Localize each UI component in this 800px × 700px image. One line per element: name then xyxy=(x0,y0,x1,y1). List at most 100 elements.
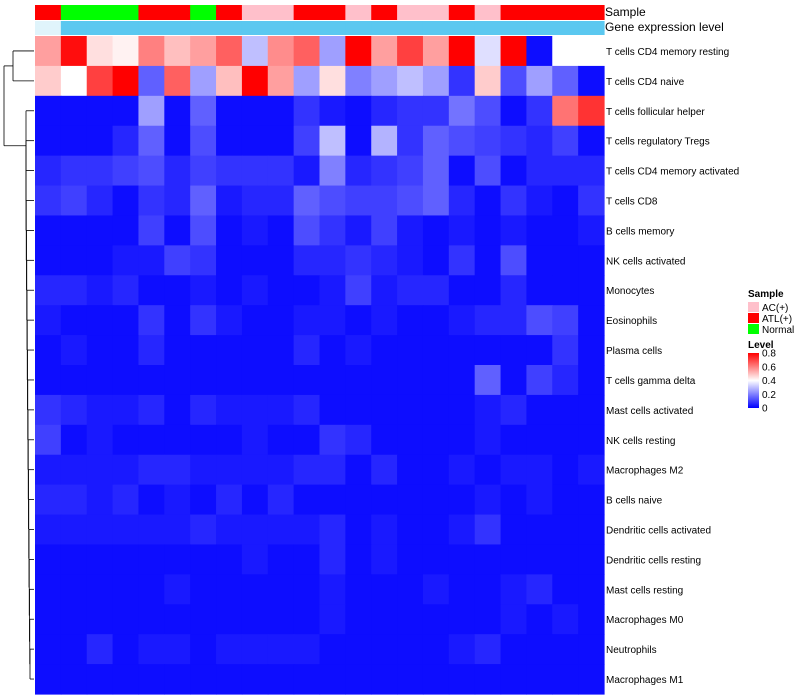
legend-level-title: Level xyxy=(748,340,774,351)
heatmap-cell xyxy=(422,185,450,217)
heatmap-cell xyxy=(500,394,528,426)
heatmap-cell xyxy=(422,664,450,695)
heatmap-cell xyxy=(552,95,579,127)
heatmap-cell xyxy=(164,275,191,306)
heatmap-cell xyxy=(319,95,346,127)
heatmap-cell xyxy=(241,394,269,426)
heatmap-cell xyxy=(267,125,295,157)
heatmap-cell xyxy=(216,664,243,695)
heatmap-cell xyxy=(216,574,243,605)
heatmap-cell xyxy=(216,245,243,276)
heatmap-cell xyxy=(216,305,243,336)
heatmap-cell xyxy=(422,634,450,665)
heatmap-cell xyxy=(138,215,165,246)
sample-annotation-cell xyxy=(500,5,528,20)
heatmap-cell xyxy=(293,664,321,695)
heatmap-cell xyxy=(526,365,553,396)
legend-sample-swatch xyxy=(748,313,759,323)
heatmap-cell xyxy=(526,604,553,635)
heatmap-cell xyxy=(86,36,114,67)
heatmap-cell xyxy=(319,36,346,67)
heatmap-cell xyxy=(164,394,191,426)
heatmap-cell xyxy=(241,185,269,217)
heatmap-cell xyxy=(578,604,605,635)
heatmap-cell xyxy=(474,514,502,546)
heatmap-cell xyxy=(216,125,243,157)
heatmap-cell xyxy=(60,454,88,486)
heatmap-cell xyxy=(60,155,88,187)
sample-annotation-cell xyxy=(112,5,140,20)
annotation-label-sample: Sample xyxy=(605,5,646,19)
heatmap-cell xyxy=(422,394,450,426)
legend-sample-title: Sample xyxy=(748,289,784,300)
heatmap-cell xyxy=(190,365,217,396)
expression-annotation-cell xyxy=(345,21,372,35)
heatmap-cell xyxy=(474,365,502,396)
heatmap-cell xyxy=(241,664,269,695)
heatmap-cell xyxy=(526,544,553,575)
heatmap-cell xyxy=(241,424,269,456)
heatmap-cell xyxy=(216,215,243,246)
heatmap-cell xyxy=(35,36,62,67)
heatmap-cell xyxy=(164,664,191,695)
heatmap-cell xyxy=(293,335,321,366)
heatmap-cell xyxy=(267,155,295,187)
heatmap-cell xyxy=(552,484,579,516)
heatmap-cell xyxy=(526,574,553,605)
legend-sample-items: AC(+)ATL(+)Normal xyxy=(748,302,794,336)
row-label: T cells CD4 naive xyxy=(606,77,685,88)
heatmap-cell xyxy=(578,335,605,366)
heatmap-cell xyxy=(86,65,114,97)
heatmap-cell xyxy=(216,634,243,665)
annotation-labels: Sample Gene expression level xyxy=(605,5,724,34)
heatmap-cell xyxy=(578,514,605,546)
heatmap-cell xyxy=(552,335,579,366)
row-label: Mast cells activated xyxy=(606,406,693,417)
heatmap-cell xyxy=(190,634,217,665)
legend-sample-label: AC(+) xyxy=(762,303,788,314)
legend-sample-label: Normal xyxy=(762,325,794,336)
heatmap-cell xyxy=(293,514,321,546)
heatmap-cell xyxy=(578,305,605,336)
legend-sample-label: ATL(+) xyxy=(762,314,792,325)
heatmap-cell xyxy=(293,454,321,486)
heatmap-cell xyxy=(474,544,502,575)
heatmap-cell xyxy=(578,664,605,695)
heatmap-cell xyxy=(35,664,62,695)
heatmap-cell xyxy=(526,335,553,366)
heatmap-cell xyxy=(319,574,346,605)
heatmap-cell xyxy=(448,65,476,97)
heatmap-cell xyxy=(164,335,191,366)
heatmap-cell xyxy=(190,65,217,97)
heatmap-cell xyxy=(293,634,321,665)
expression-annotation-cell xyxy=(241,21,269,35)
heatmap-cell xyxy=(474,424,502,456)
heatmap-cell xyxy=(293,484,321,516)
heatmap-cell xyxy=(397,634,424,665)
heatmap-cell xyxy=(448,275,476,306)
heatmap-cell xyxy=(500,544,528,575)
heatmap-cell xyxy=(552,424,579,456)
heatmap-cell xyxy=(448,544,476,575)
row-label: NK cells resting xyxy=(606,436,675,447)
heatmap-cell xyxy=(293,544,321,575)
heatmap-cell xyxy=(267,424,295,456)
heatmap-cell xyxy=(500,125,528,157)
expression-annotation-cell xyxy=(164,21,191,35)
heatmap-cell xyxy=(35,574,62,605)
heatmap-cell xyxy=(422,424,450,456)
heatmap-cell xyxy=(345,305,372,336)
expression-annotation-cell xyxy=(319,21,346,35)
heatmap-cell xyxy=(112,215,140,246)
heatmap-cell xyxy=(190,394,217,426)
heatmap-cell xyxy=(319,155,346,187)
heatmap-cell xyxy=(422,215,450,246)
heatmap-cell xyxy=(448,664,476,695)
heatmap-cell xyxy=(526,245,553,276)
expression-annotation-cell xyxy=(138,21,165,35)
heatmap-cell xyxy=(293,245,321,276)
heatmap-cell xyxy=(552,36,579,67)
heatmap-cell xyxy=(112,65,140,97)
heatmap-cell xyxy=(474,185,502,217)
heatmap-cell xyxy=(112,664,140,695)
